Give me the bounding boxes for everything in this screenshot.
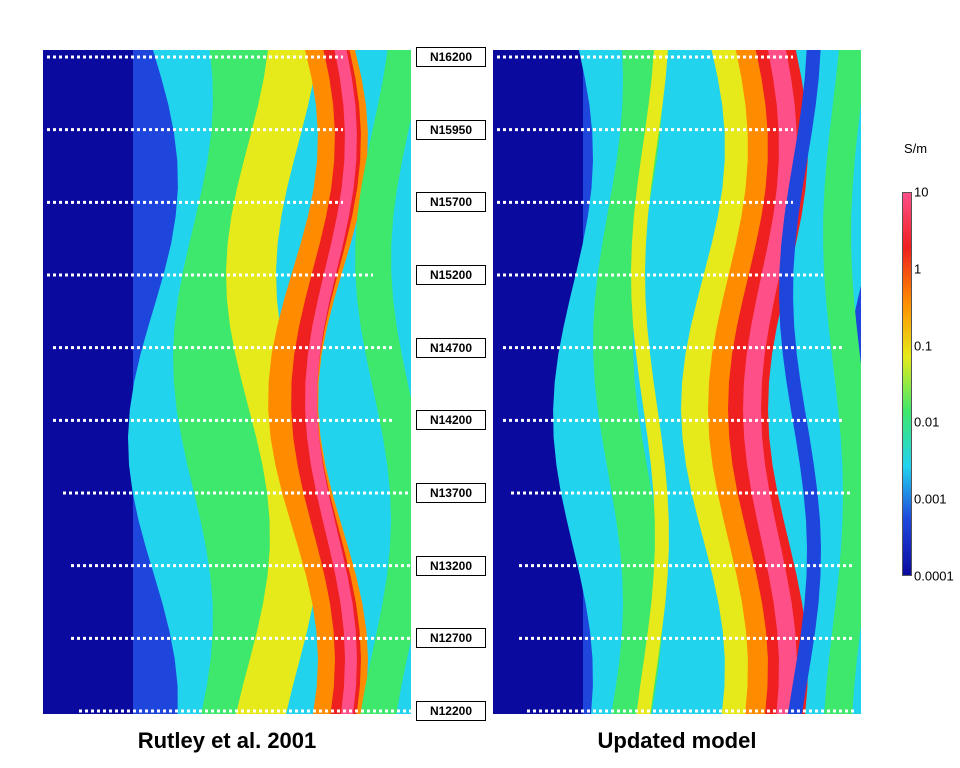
survey-line-label: N13700 [416, 483, 486, 503]
survey-line-label: N15950 [416, 119, 486, 140]
background-resistive-zone [43, 50, 133, 714]
panel-title-right: Updated model [597, 728, 757, 753]
colorbar-unit: S/m [904, 141, 928, 156]
conductivity-map-updated [493, 50, 861, 714]
colorbar [902, 192, 912, 576]
survey-line-label: N12200 [416, 701, 486, 721]
colorbar-tick-label: 0.1 [914, 338, 933, 354]
survey-line-label: N16200 [416, 47, 486, 67]
colorbar-tick-label: 0.001 [914, 491, 947, 507]
conductivity-band [708, 50, 778, 714]
colorbar-tick-label: 1 [914, 261, 922, 277]
conductivity-band [355, 50, 411, 714]
survey-line-label: N14700 [416, 337, 486, 358]
colorbar-tick-label: 10 [914, 184, 929, 200]
panel-title-left: Rutley et al. 2001 [137, 728, 317, 753]
conductivity-band [743, 50, 797, 714]
conductivity-band [631, 50, 669, 714]
conductivity-map-rutley [43, 50, 411, 714]
colorbar-tick-label: 0.0001 [914, 568, 954, 584]
survey-line-label: N15700 [416, 192, 486, 213]
survey-line-label: N14200 [416, 410, 486, 431]
survey-line-label: N15200 [416, 265, 486, 285]
survey-line-label: N12700 [416, 628, 486, 649]
conductivity-band [305, 50, 357, 714]
colorbar-tick-label: 0.01 [914, 414, 940, 430]
conductivity-band [779, 50, 821, 714]
survey-line-label: N13200 [416, 555, 486, 576]
conductivity-band [823, 50, 861, 714]
